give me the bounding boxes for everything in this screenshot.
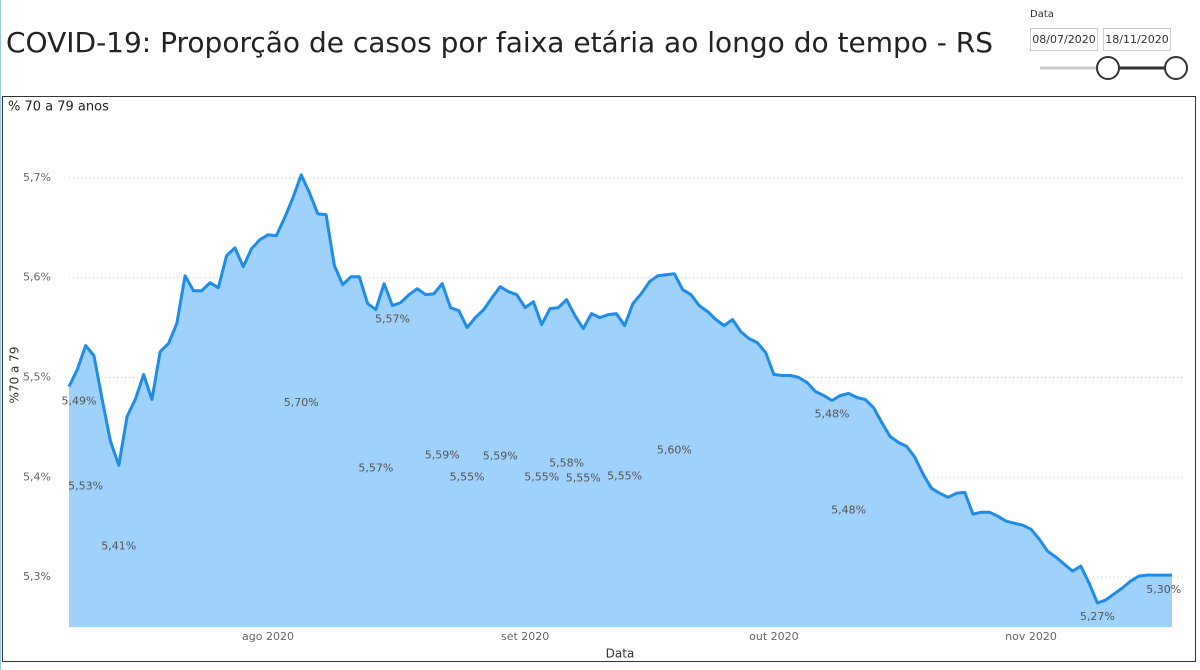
area-fill	[69, 174, 1172, 627]
data-label: 5,41%	[101, 539, 136, 552]
end-date: 18/11/2020	[1105, 33, 1168, 46]
data-label: 5,49%	[62, 394, 97, 407]
chart-title: % 70 a 79 anos	[8, 100, 109, 115]
x-tick-label: out 2020	[749, 630, 799, 643]
data-label: 5,70%	[284, 396, 319, 409]
slicer-label: Data	[1030, 9, 1054, 20]
line	[67, 173, 1172, 605]
end-date-box[interactable]	[1103, 28, 1171, 51]
data-label: 5,59%	[425, 449, 460, 462]
data-label: 5,30%	[1146, 583, 1181, 596]
y-tick-label: 5,7%	[23, 171, 51, 184]
data-label: 5,57%	[375, 313, 410, 326]
data-label: 5,55%	[450, 471, 485, 484]
data-label: 5,27%	[1080, 610, 1115, 623]
data-label: 5,48%	[815, 407, 850, 420]
page-title: COVID-19: Proporção de casos por faixa e…	[6, 26, 993, 59]
data-label: 5,55%	[524, 471, 559, 484]
x-tick-label: set 2020	[501, 630, 549, 643]
y-tick-label: 5,5%	[23, 371, 51, 384]
start-date: 08/07/2020	[1032, 33, 1095, 46]
data-label: 5,48%	[831, 503, 866, 516]
x-axis-title: Data	[606, 647, 635, 661]
data-label: 5,57%	[358, 462, 393, 475]
data-label: 5,55%	[607, 470, 642, 483]
y-tick-label: 5,6%	[23, 271, 51, 284]
slider-handle[interactable]	[1096, 56, 1120, 80]
data-label: 5,53%	[68, 480, 103, 493]
y-tick-label: 5,4%	[23, 470, 51, 483]
start-date-box[interactable]	[1030, 28, 1098, 51]
plot: 5,3% 5,4% 5,5% 5,6% 5,7% ago 2020 set 2020 out …	[23, 171, 1185, 643]
x-tick-label: ago 2020	[242, 630, 294, 643]
x-tick-label: nov 2020	[1005, 630, 1057, 643]
data-label: 5,60%	[657, 444, 692, 457]
data-label: 5,59%	[483, 450, 518, 463]
data-label: 5,55%	[566, 472, 601, 485]
y-tick-label: 5,3%	[23, 570, 51, 583]
data-label: 5,58%	[549, 457, 584, 470]
slider-handle[interactable]	[1164, 56, 1188, 80]
y-axis-title: %70 a 79	[8, 347, 22, 404]
